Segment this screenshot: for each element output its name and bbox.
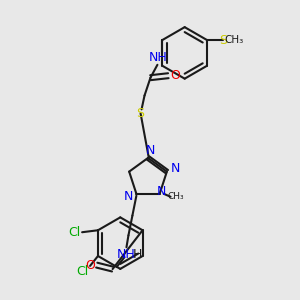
Text: S: S bbox=[136, 107, 145, 120]
Text: O: O bbox=[85, 259, 95, 272]
Text: NH: NH bbox=[117, 248, 136, 261]
Text: CH₃: CH₃ bbox=[167, 192, 184, 201]
Text: N: N bbox=[171, 162, 181, 175]
Text: N: N bbox=[157, 185, 166, 198]
Text: H: H bbox=[133, 248, 142, 261]
Text: N: N bbox=[145, 145, 155, 158]
Text: CH₃: CH₃ bbox=[224, 35, 243, 45]
Text: Cl: Cl bbox=[76, 266, 88, 278]
Text: S: S bbox=[219, 34, 227, 46]
Text: NH: NH bbox=[149, 51, 168, 64]
Text: N: N bbox=[124, 190, 133, 203]
Text: Cl: Cl bbox=[68, 226, 80, 239]
Text: O: O bbox=[170, 69, 180, 82]
